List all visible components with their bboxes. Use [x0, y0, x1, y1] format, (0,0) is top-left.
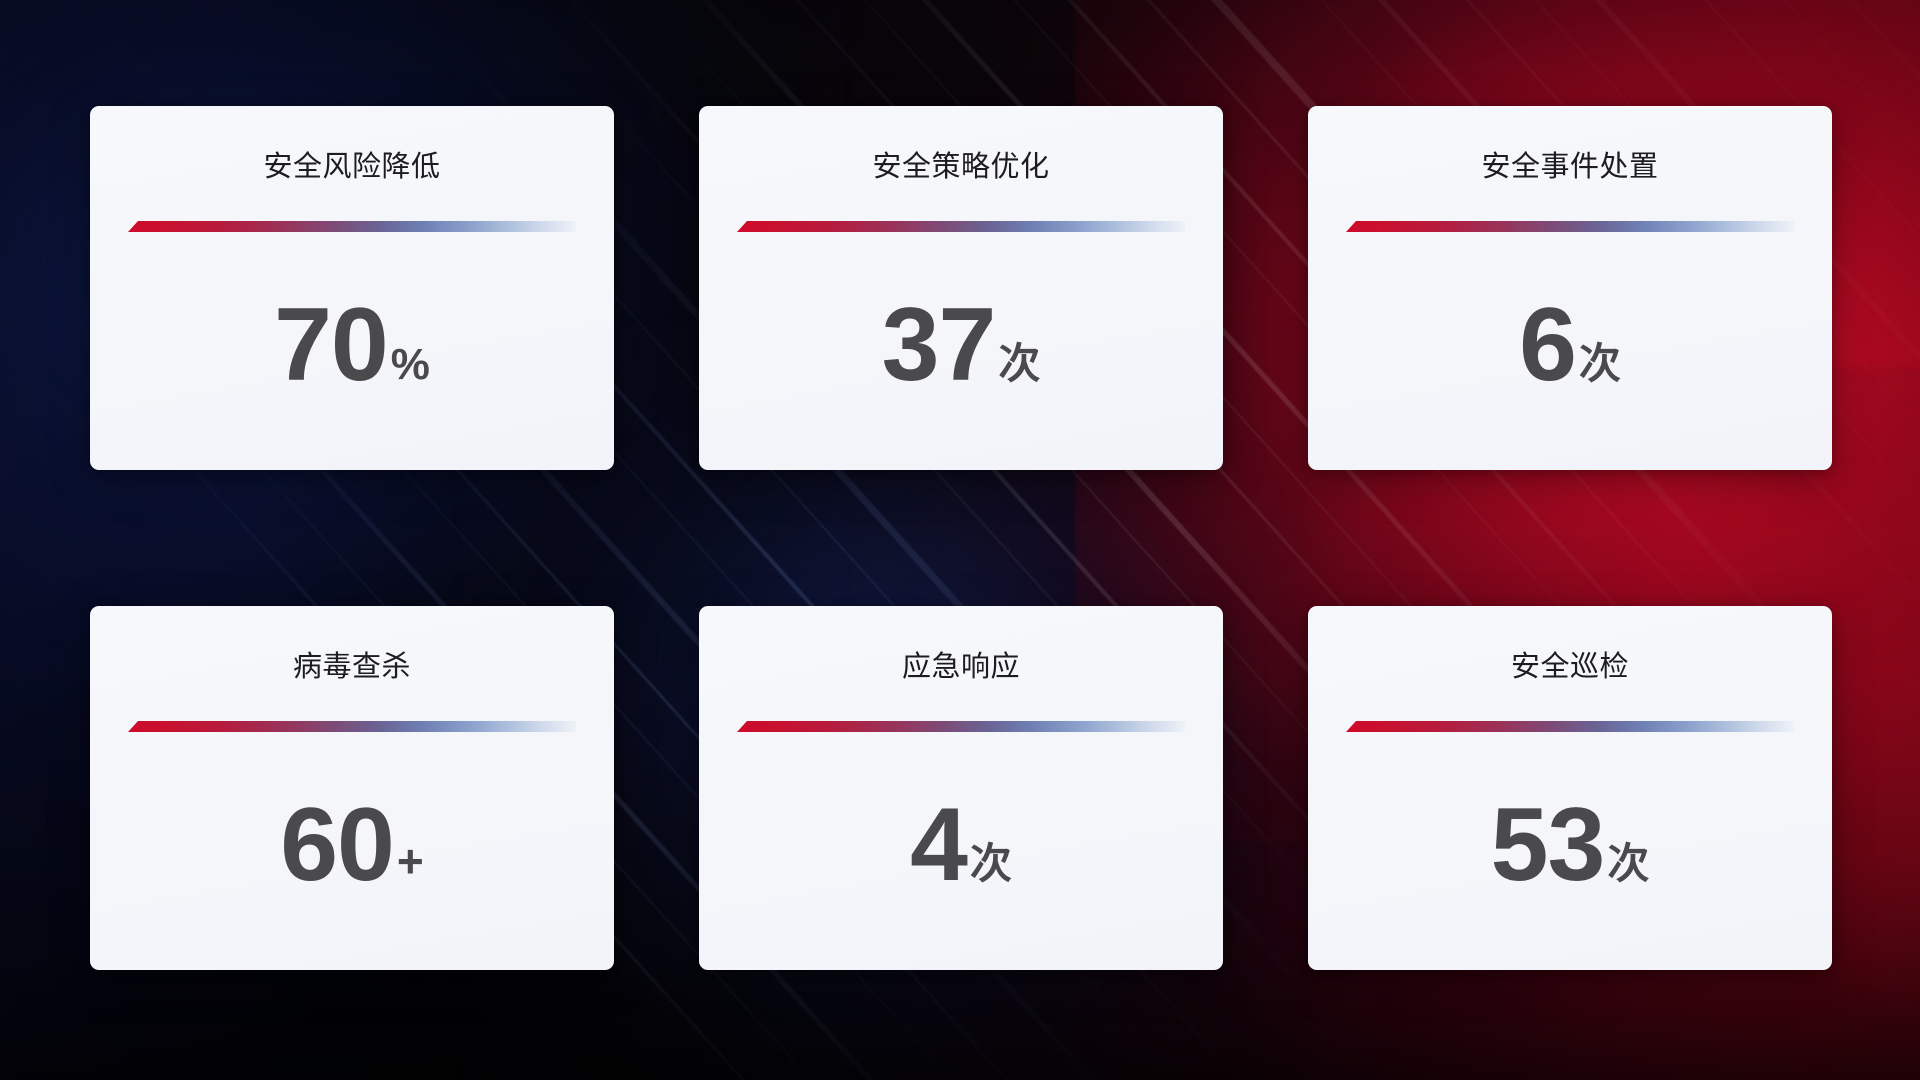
metric-value-suffix: 次 — [1578, 339, 1621, 387]
gradient-accent-bar — [737, 221, 1185, 232]
gradient-accent-bar — [737, 721, 1185, 732]
metric-card-title: 安全策略优化 — [872, 151, 1050, 183]
metric-value-number: 37 — [881, 286, 997, 403]
metric-value-suffix: 次 — [998, 339, 1041, 387]
metric-card-title: 安全事件处置 — [1481, 151, 1659, 183]
metric-card-value: 70% — [274, 286, 430, 403]
metric-card-grid: 安全风险降低 70% 安全策略优化 37 次安全事件处置 6 次病毒查杀 60 + 应急响应 4 次安… — [90, 106, 1832, 970]
gradient-accent-bar — [128, 221, 576, 232]
metric-value-suffix: 次 — [1607, 839, 1650, 887]
metric-card-value: 53 次 — [1490, 786, 1650, 903]
metric-value-suffix: + — [396, 834, 424, 887]
metric-card-title: 安全巡检 — [1510, 651, 1629, 683]
metric-card-divider — [128, 221, 576, 233]
gradient-accent-bar — [1346, 721, 1794, 732]
metric-card-title: 应急响应 — [901, 651, 1020, 683]
gradient-accent-bar — [128, 721, 576, 732]
metric-card-divider — [128, 721, 576, 733]
metric-value-suffix: 次 — [969, 839, 1012, 887]
metric-card-divider — [737, 221, 1185, 233]
metric-card[interactable]: 安全策略优化 37 次 — [699, 106, 1223, 470]
metric-card[interactable]: 病毒查杀 60 + — [90, 606, 614, 970]
metric-card-value: 37 次 — [881, 286, 1041, 403]
metric-card[interactable]: 安全事件处置 6 次 — [1308, 106, 1832, 470]
gradient-accent-bar — [1346, 221, 1794, 232]
metric-card-value: 60 + — [280, 786, 424, 903]
metric-value-number: 4 — [910, 786, 968, 903]
metric-value-number: 53 — [1490, 786, 1606, 903]
metric-card[interactable]: 应急响应 4 次 — [699, 606, 1223, 970]
metric-card[interactable]: 安全风险降低 70% — [90, 106, 614, 470]
metric-value-number: 70 — [274, 286, 389, 403]
metric-card-divider — [737, 721, 1185, 733]
metric-value-suffix: % — [390, 339, 430, 389]
metric-card-divider — [1346, 221, 1794, 233]
metric-value-number: 6 — [1519, 286, 1577, 403]
metric-card[interactable]: 安全巡检 53 次 — [1308, 606, 1832, 970]
metric-card-divider — [1346, 721, 1794, 733]
metric-card-title: 病毒查杀 — [292, 651, 411, 683]
metric-value-number: 60 — [280, 786, 395, 903]
metric-card-title: 安全风险降低 — [263, 151, 441, 183]
